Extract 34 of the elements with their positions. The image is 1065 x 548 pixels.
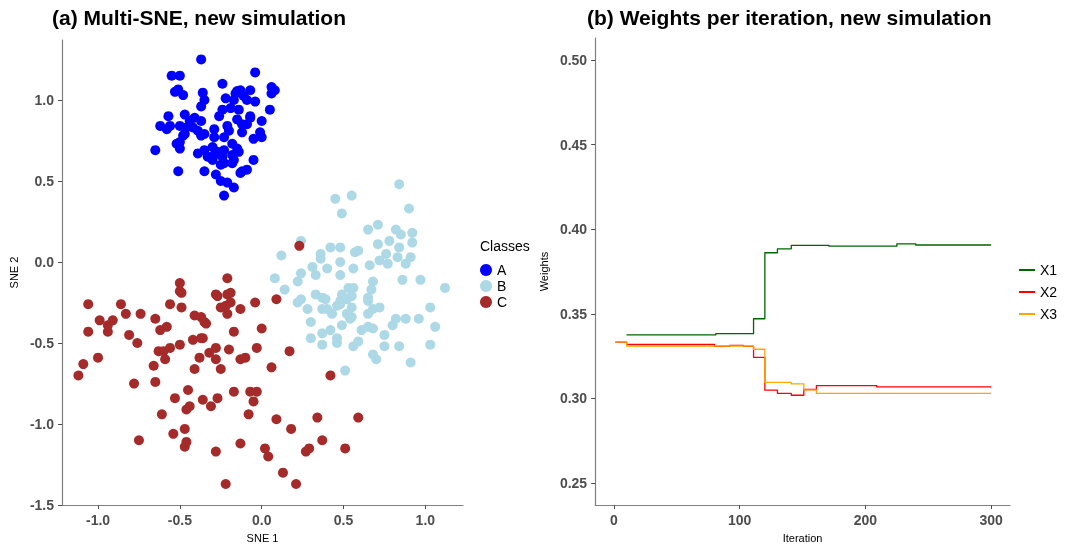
legend-label: A [497,262,507,278]
chart-title: (b) Weights per iteration, new simulation [587,6,992,29]
x-tick-label: 200 [853,512,878,529]
y-tick-label: 0.35 [559,305,588,322]
x-tick-label: 0 [610,512,619,529]
y-axis-title: SNE 2 [7,256,20,289]
y-tick-label: -1.5 [29,497,55,514]
x-tick-label: 300 [979,512,1004,529]
x-tick-label: 100 [728,512,752,529]
y-tick-label: 0.40 [559,221,588,238]
x-tick-label: 0.0 [251,512,272,529]
x-axis-title: Iteration [782,531,823,544]
y-tick-label: 0.0 [34,254,55,271]
x-tick-label: 0.5 [333,512,354,529]
y-tick-label: -0.5 [29,335,55,352]
x-axis-title: SNE 1 [246,531,279,544]
legend-label: X3 [1040,306,1058,322]
legend-label: X2 [1040,284,1058,300]
y-tick-label: 0.30 [559,390,588,407]
x-tick-label: -0.5 [167,512,193,529]
legend-label: B [497,278,507,294]
legend-title: Classes [480,238,530,254]
y-tick-label: 0.5 [34,172,55,189]
y-tick-label: 1.0 [34,91,55,108]
x-tick-label: -1.0 [85,512,111,529]
y-tick-label: 0.50 [559,52,588,68]
y-tick-label: 0.25 [559,475,588,492]
y-tick-label: -1.0 [29,416,55,433]
legend-label: X1 [1040,262,1058,278]
x-tick-label: 1.0 [415,512,436,529]
chart-title: (a) Multi-SNE, new simulation [52,6,347,29]
y-tick-label: 0.45 [559,136,588,153]
legend-label: C [497,294,508,310]
y-axis-title: Weights [537,251,550,292]
